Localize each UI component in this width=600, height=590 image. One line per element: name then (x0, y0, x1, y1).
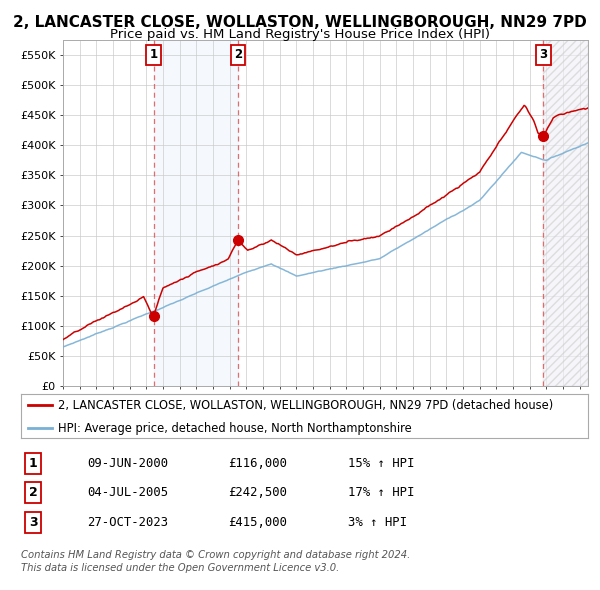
Bar (544, 40, 588, 386)
Text: 3: 3 (539, 48, 547, 61)
Text: 2, LANCASTER CLOSE, WOLLASTON, WELLINGBOROUGH, NN29 7PD (detached house): 2, LANCASTER CLOSE, WOLLASTON, WELLINGBO… (58, 399, 553, 412)
Text: 2: 2 (234, 48, 242, 61)
Text: £415,000: £415,000 (228, 516, 287, 529)
Text: 1: 1 (149, 48, 158, 61)
Text: 17% ↑ HPI: 17% ↑ HPI (348, 486, 415, 499)
Text: £242,500: £242,500 (228, 486, 287, 499)
Text: 09-JUN-2000: 09-JUN-2000 (87, 457, 168, 470)
Text: 04-JUL-2005: 04-JUL-2005 (87, 486, 168, 499)
Text: Price paid vs. HM Land Registry's House Price Index (HPI): Price paid vs. HM Land Registry's House … (110, 28, 490, 41)
Text: 2: 2 (29, 486, 37, 499)
Bar (154, 40, 238, 386)
Text: 1: 1 (29, 457, 37, 470)
Text: 3: 3 (29, 516, 37, 529)
Text: 15% ↑ HPI: 15% ↑ HPI (348, 457, 415, 470)
Text: £116,000: £116,000 (228, 457, 287, 470)
Text: 2, LANCASTER CLOSE, WOLLASTON, WELLINGBOROUGH, NN29 7PD: 2, LANCASTER CLOSE, WOLLASTON, WELLINGBO… (13, 15, 587, 30)
Text: HPI: Average price, detached house, North Northamptonshire: HPI: Average price, detached house, Nort… (58, 421, 412, 435)
Text: 27-OCT-2023: 27-OCT-2023 (87, 516, 168, 529)
Text: 3% ↑ HPI: 3% ↑ HPI (348, 516, 407, 529)
Text: Contains HM Land Registry data © Crown copyright and database right 2024.
This d: Contains HM Land Registry data © Crown c… (21, 550, 410, 573)
